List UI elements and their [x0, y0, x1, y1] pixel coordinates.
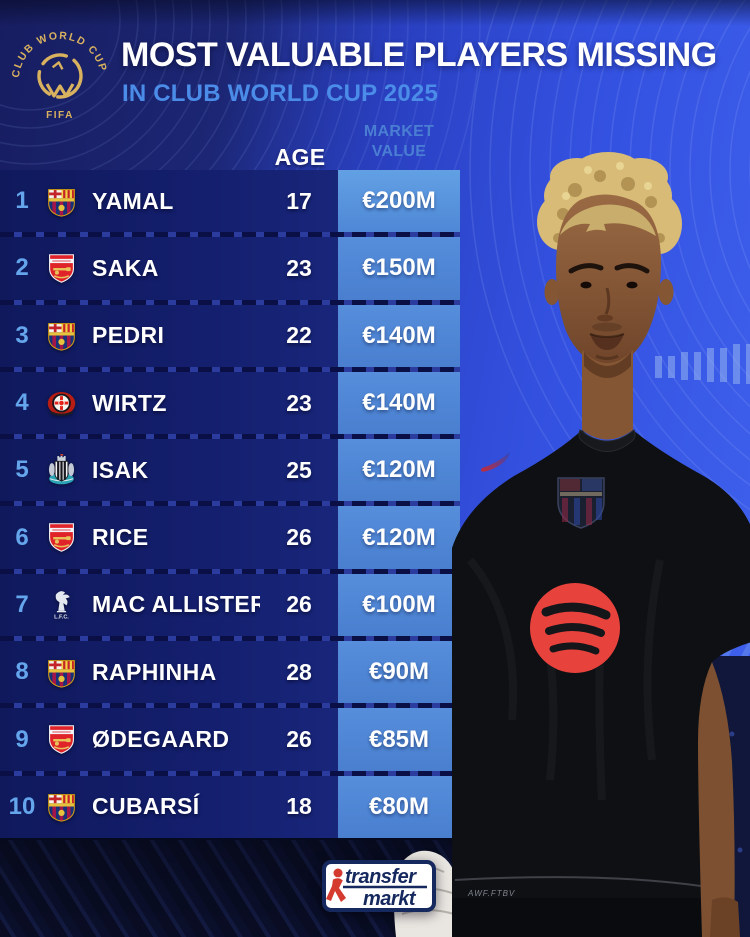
table-row: 4 WIRTZ 23 €140M [0, 371, 460, 435]
rank-label: 8 [15, 658, 29, 686]
segmented-bar-pattern [655, 344, 750, 384]
player-age: 25 [286, 456, 312, 483]
table-row: 7 MAC ALLISTER 26 €100M [0, 573, 460, 637]
rank-label: 10 [8, 792, 36, 820]
player-age: 22 [286, 322, 312, 349]
player-name: ISAK [92, 456, 149, 483]
rank-label: 3 [15, 321, 29, 349]
player-age: 18 [286, 793, 312, 820]
club-crest-arsenal-icon [44, 251, 78, 285]
page-subtitle: IN CLUB WORLD CUP 2025 [122, 80, 439, 107]
nike-swoosh-icon [481, 452, 510, 472]
market-value: €100M [338, 573, 460, 637]
spotify-logo-icon [530, 583, 620, 673]
rank-label: 6 [15, 523, 29, 551]
market-value: €150M [338, 237, 460, 300]
rank-label: 1 [15, 187, 29, 215]
player-age: 26 [286, 726, 312, 753]
badge-arc-text: CLUB WORLD CUP 25 [10, 14, 108, 78]
market-value: €140M [338, 371, 460, 435]
club-crest-barcelona-icon [44, 655, 78, 689]
player-name: ØDEGAARD [92, 726, 230, 753]
club-crest-barcelona-icon [44, 790, 78, 824]
jersey-tag-text: AWF.FTBV [467, 889, 515, 898]
row-divider [0, 434, 460, 440]
market-value: €120M [338, 439, 460, 502]
player-forearm [698, 662, 740, 937]
column-header-market-value: MARKET VALUE [338, 122, 460, 162]
svg-text:CLUB WORLD CUP 25: CLUB WORLD CUP 25 [10, 14, 110, 78]
player-jersey: AWF.FTBV [452, 429, 750, 937]
player-age: 23 [286, 389, 312, 416]
club-crest-liverpool-icon [44, 588, 78, 622]
player-neck [582, 350, 633, 440]
player-name: CUBARSÍ [92, 793, 200, 820]
club-crest-arsenal-icon [44, 521, 78, 555]
player-name: SAKA [92, 254, 159, 281]
row-divider [0, 636, 460, 642]
transfermarkt-logo: transfer markt [322, 860, 436, 912]
player-name: WIRTZ [92, 389, 167, 416]
player-name: RAPHINHA [92, 658, 217, 685]
market-value: €90M [338, 641, 460, 704]
table-row: 2 SAKA 23 €150M [0, 237, 460, 300]
table-row: 8 RAPHINHA 28 €90M [0, 641, 460, 704]
fifa-cwc25-badge: CLUB WORLD CUP 25 FIFA [10, 14, 110, 121]
row-divider [0, 232, 460, 238]
player-name: MAC ALLISTER [92, 591, 260, 618]
player-name: RICE [92, 524, 149, 551]
table-row: 10 CUBARSÍ 18 €80M [0, 775, 460, 838]
table-row: 3 PEDRI 22 €140M [0, 304, 460, 367]
club-crest-barcelona-icon [44, 319, 78, 353]
brand-word-top: transfer [345, 866, 417, 888]
market-value: €200M [338, 170, 460, 233]
row-divider [0, 568, 460, 574]
rank-label: 4 [15, 389, 29, 417]
rank-label: 5 [15, 456, 29, 484]
column-header-age: AGE [274, 144, 326, 170]
player-age: 26 [286, 591, 312, 618]
player-age: 26 [286, 524, 312, 551]
transfermarkt-player-figure-icon [326, 868, 346, 902]
club-crest-newcastle-icon [44, 453, 78, 487]
player-name: PEDRI [92, 322, 165, 349]
row-divider [0, 770, 460, 776]
club-crest-arsenal-icon [44, 723, 78, 757]
badge-org-label: FIFA [46, 110, 74, 121]
club-crest-leverkusen-icon [44, 386, 78, 420]
table-row: 5 ISAK 25 €120M [0, 439, 460, 502]
table-row: 6 RICE 26 €120M [0, 506, 460, 569]
club-crest-barcelona-icon [44, 184, 78, 218]
table-row: 9 ØDEGAARD 26 €85M [0, 708, 460, 771]
market-value: €120M [338, 506, 460, 569]
page-title: MOST VALUABLE PLAYERS MISSING [121, 36, 717, 74]
top-vignette [0, 0, 750, 26]
market-value: €140M [338, 304, 460, 367]
row-divider [0, 703, 460, 709]
player-age: 17 [286, 187, 312, 214]
rank-label: 2 [15, 254, 29, 282]
market-label-line1: MARKET [363, 123, 435, 140]
player-name: YAMAL [92, 187, 174, 214]
player-age: 28 [286, 658, 312, 685]
row-divider [0, 366, 460, 372]
player-ranking-table: 1 YAMAL 17 €200M 2 SAKA 23 €150M 3 PEDRI [0, 170, 460, 838]
rank-label: 9 [15, 725, 29, 753]
row-divider [0, 501, 460, 507]
row-divider [0, 299, 460, 305]
table-row: 1 YAMAL 17 €200M [0, 170, 460, 233]
market-value: €80M [338, 775, 460, 838]
barcelona-crest-icon [557, 477, 605, 529]
player-face [544, 194, 674, 368]
rank-label: 7 [15, 590, 29, 618]
player-photo: AWF.FTBV [394, 152, 750, 937]
brand-word-bottom: markt [363, 888, 417, 910]
market-label-line2: VALUE [371, 143, 427, 160]
market-value: €85M [338, 708, 460, 771]
player-age: 23 [286, 254, 312, 281]
